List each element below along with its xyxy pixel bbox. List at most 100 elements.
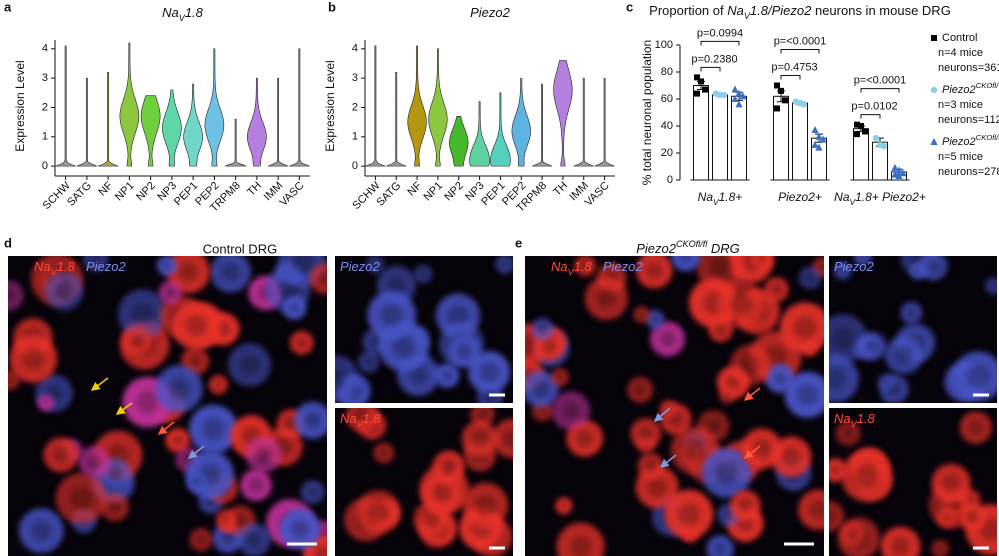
y-tick-label: 3 <box>42 72 48 84</box>
channel-label-part: V <box>51 267 58 277</box>
legend-marker <box>930 86 938 94</box>
p-value: p=<0.0001 <box>854 75 907 87</box>
image-title-part: DRG <box>707 241 740 256</box>
cell-core <box>192 476 202 486</box>
x-tick-label: NP1 <box>421 180 445 204</box>
cell-core <box>477 408 489 420</box>
data-point <box>854 121 860 128</box>
cell-core <box>221 263 240 282</box>
data-point <box>702 86 708 93</box>
y-axis-label: % total neuronal population <box>640 40 654 185</box>
cell-core <box>770 283 782 296</box>
legend-detail: n=4 mice <box>938 47 983 59</box>
x-tick-label-part: 1.8+ <box>719 190 743 204</box>
channel-label-part: Piezo2 <box>340 259 381 274</box>
x-tick-label: NP1 <box>113 180 137 204</box>
violin <box>553 60 573 167</box>
x-tick-label: Piezo2+ <box>778 190 822 204</box>
cell-core <box>723 392 731 400</box>
cell-core <box>829 368 846 390</box>
data-point <box>811 140 819 148</box>
data-point <box>782 97 788 104</box>
channel-label: NaV1.8 <box>34 259 76 277</box>
legend-label-part: CKOfl/+ <box>976 81 999 90</box>
cell-core <box>797 384 818 406</box>
data-point <box>731 95 739 102</box>
cell-core <box>195 534 207 545</box>
cell-core <box>756 256 766 264</box>
channel-label-part: 1.8 <box>574 259 593 274</box>
cell-core <box>562 402 580 420</box>
image-title-part: Piezo2 <box>636 241 677 256</box>
cell-core <box>214 380 223 389</box>
cell <box>8 280 24 311</box>
cell-core <box>729 293 752 315</box>
panel-label: b <box>328 0 336 14</box>
cell-core <box>842 427 854 439</box>
data-point <box>895 166 903 174</box>
x-tick-label-part: V <box>713 197 720 207</box>
cells <box>8 256 327 556</box>
cell-core <box>966 495 976 505</box>
cell-core <box>87 454 102 470</box>
x-tick-label: SATG <box>374 180 403 209</box>
panel-label: d <box>4 235 12 250</box>
panel-label: a <box>4 0 12 14</box>
cell-core <box>542 340 556 354</box>
violin <box>247 77 267 167</box>
bar <box>731 95 747 181</box>
cell-core <box>441 369 453 382</box>
violin <box>573 77 594 167</box>
channel-label: NaV1.8 <box>834 411 876 429</box>
legend-label-part: Control <box>942 32 977 44</box>
cell-core <box>318 271 327 286</box>
cell-core <box>664 404 672 413</box>
violin <box>594 77 615 167</box>
data-point <box>735 100 743 108</box>
cells <box>344 408 513 556</box>
channel-label-part: Na <box>551 259 568 274</box>
y-tick-label: 3 <box>352 72 358 84</box>
cell-core <box>188 354 202 368</box>
bar <box>693 85 709 181</box>
y-tick-label: 1 <box>352 131 358 143</box>
violin <box>183 83 203 167</box>
cell-core <box>647 477 667 497</box>
data-point <box>731 85 739 93</box>
channel-label-part: 1.8 <box>57 259 76 274</box>
cell-core <box>433 484 451 502</box>
data-point <box>811 126 819 134</box>
chart-title: NaV1.8 <box>162 5 204 23</box>
cell-core <box>659 331 676 347</box>
cell-core <box>503 429 513 448</box>
p-value: p=0.2380 <box>691 53 737 65</box>
legend-label: Control <box>942 32 977 44</box>
cell-core <box>891 537 910 556</box>
legend-label-part: CKOfl/fl <box>976 133 999 142</box>
violin <box>55 45 76 167</box>
violin <box>267 77 289 167</box>
arrow <box>187 445 205 459</box>
y-tick-label: 0 <box>352 160 358 172</box>
arrow <box>115 402 133 415</box>
cell-core <box>683 439 706 462</box>
arrow <box>743 445 761 459</box>
chart-title-part: Proportion of <box>649 3 727 18</box>
cell-core <box>580 260 591 271</box>
cell-core <box>818 262 824 272</box>
cell-core <box>90 256 102 265</box>
violin <box>449 115 469 167</box>
channel-label-part: 1.8 <box>363 411 382 426</box>
p-value: p=0.4753 <box>771 61 817 73</box>
cell-core <box>858 256 867 261</box>
x-tick-label: NP2 <box>442 180 466 204</box>
cell-core <box>371 260 380 269</box>
cell <box>829 501 845 532</box>
cells <box>829 256 997 403</box>
cell-core <box>831 327 854 351</box>
arrow <box>743 387 761 401</box>
bracket <box>780 75 801 80</box>
cell-core <box>847 528 858 540</box>
cell-core <box>706 419 721 434</box>
